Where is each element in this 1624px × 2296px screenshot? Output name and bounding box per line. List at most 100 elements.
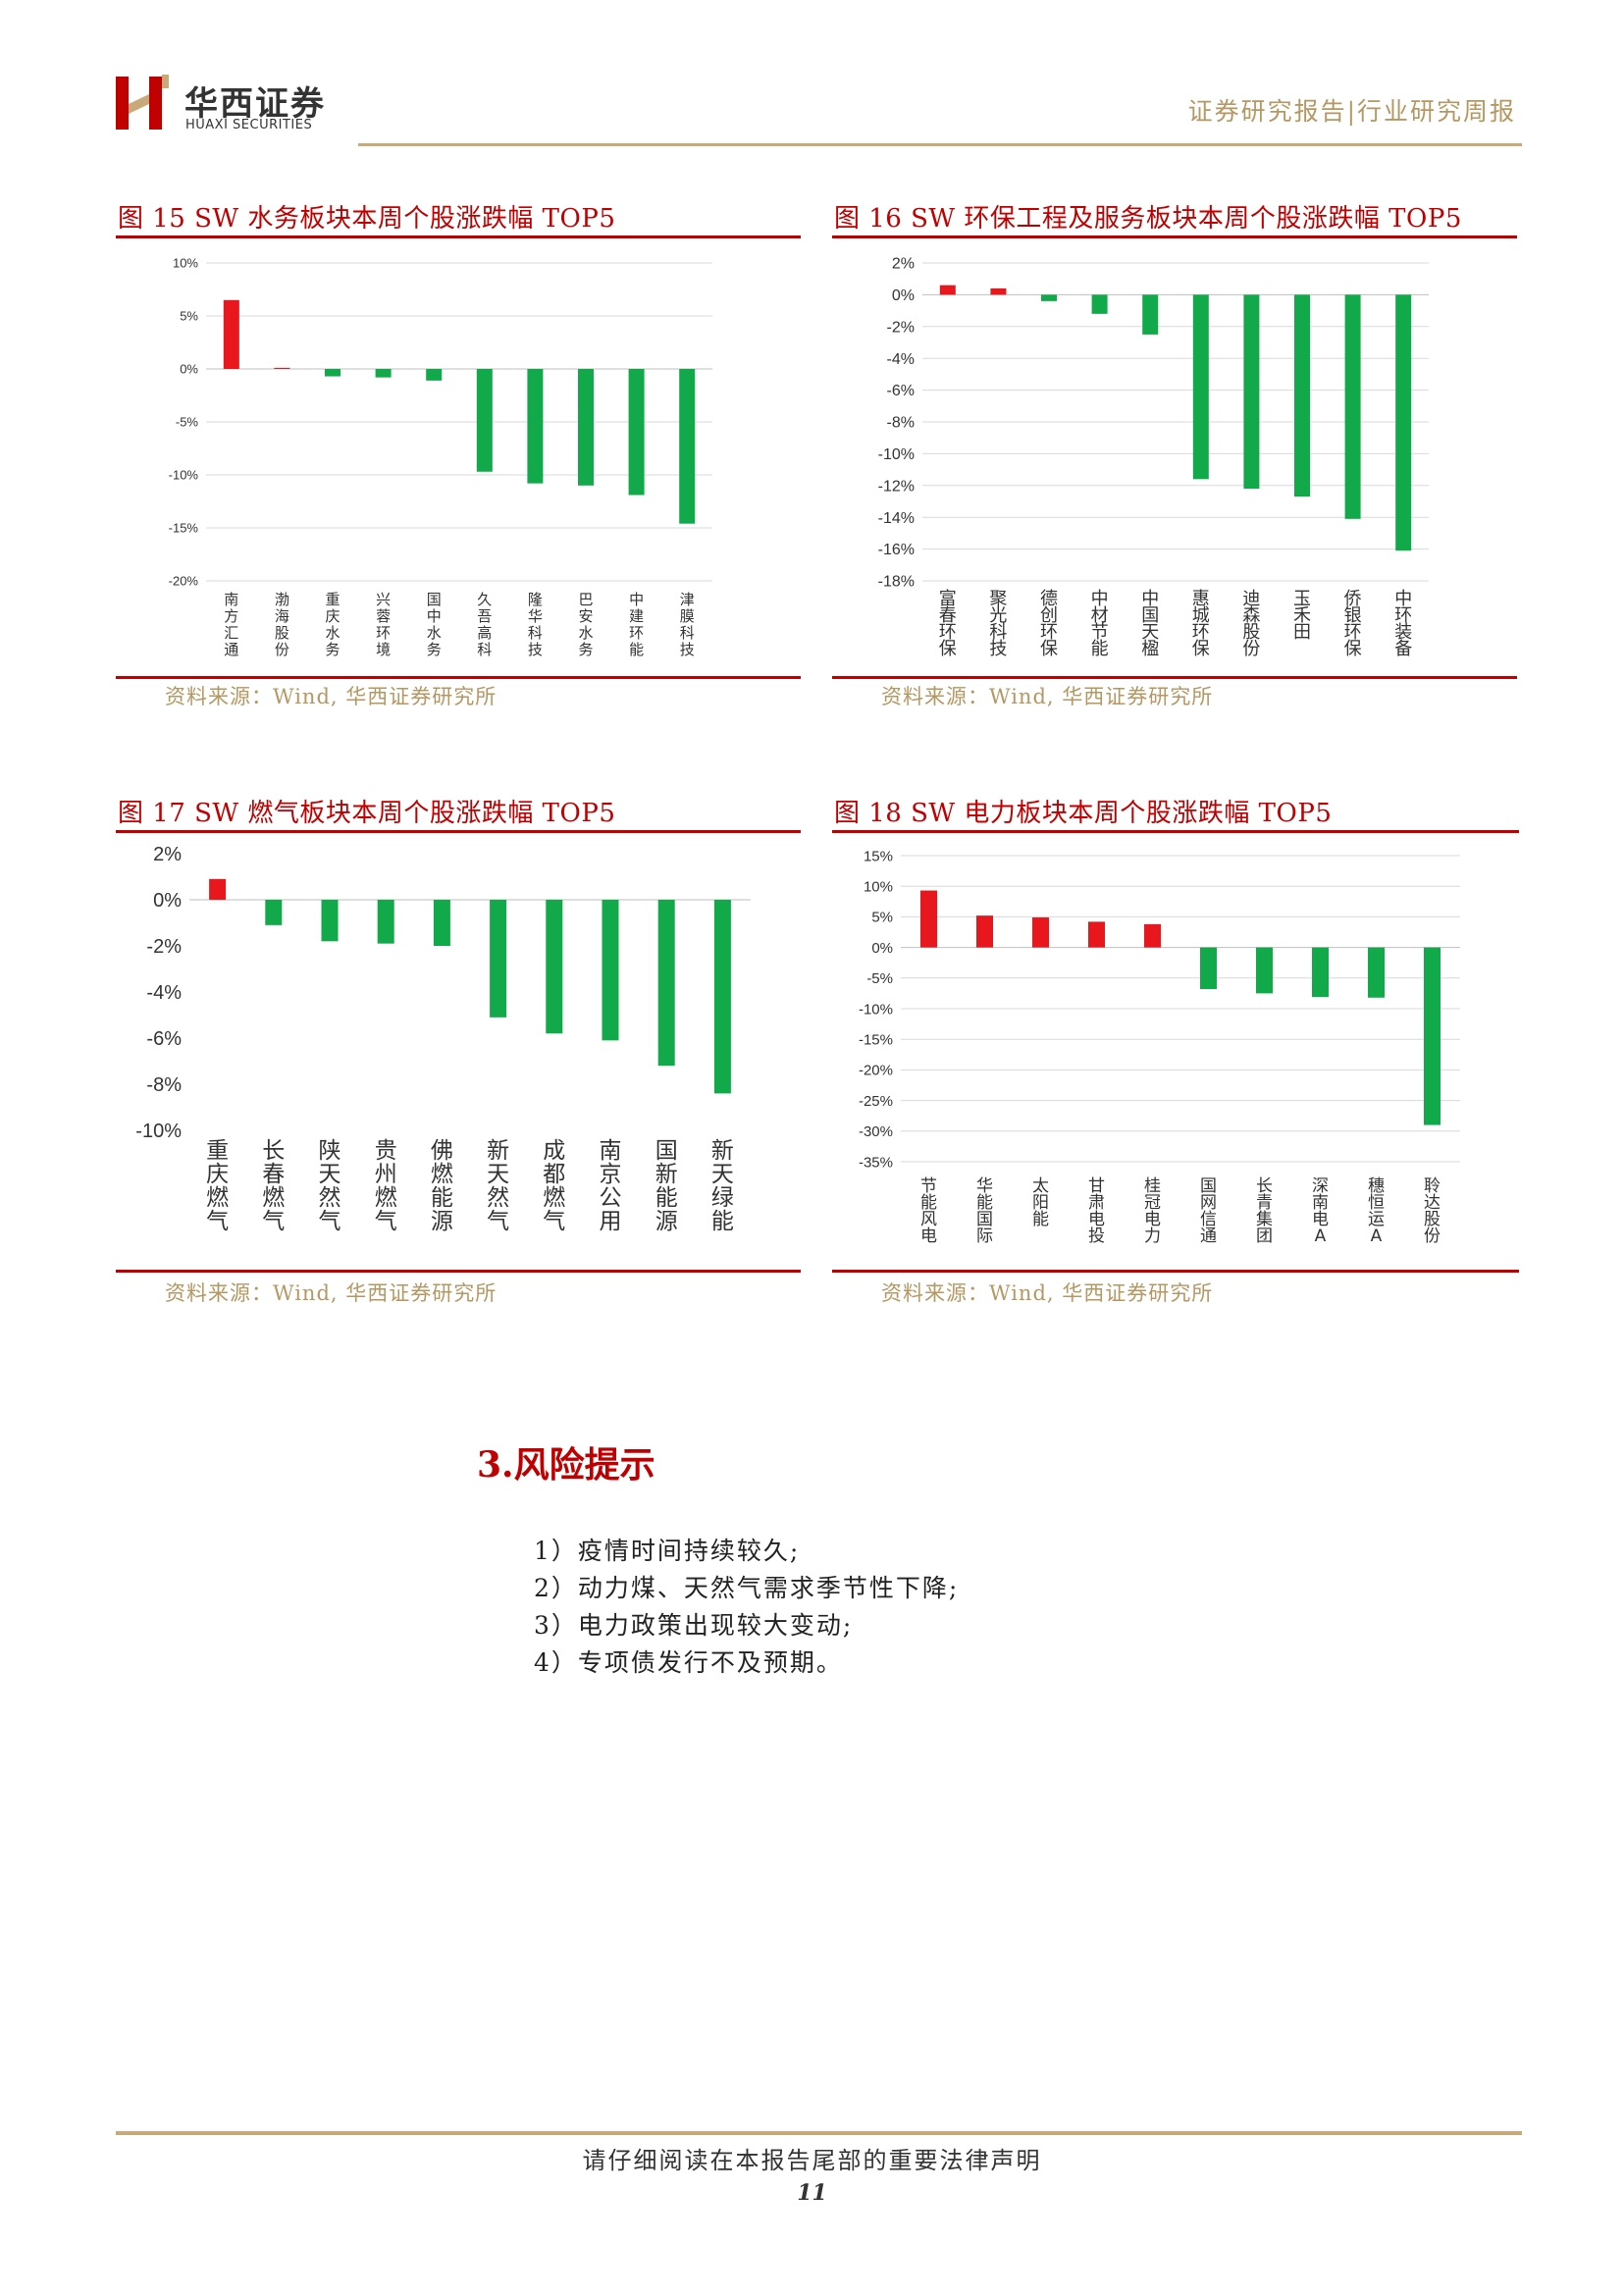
bar-国中水务 (426, 369, 443, 381)
category-label: 甘肃电投 (1088, 1176, 1105, 1246)
page-number: 11 (797, 2180, 827, 2206)
risk-item: 3）电力政策出现较大变动; (534, 1611, 854, 1640)
category-label: 南方汇通 (224, 591, 238, 658)
bar-深南电A (1312, 947, 1329, 998)
bar-太阳能 (1032, 917, 1049, 948)
figure-title: 图 17 SW 燃气板块本周个股涨跌幅 TOP5 (118, 799, 616, 828)
risk-section-title: 3.风险提示 (477, 1444, 655, 1486)
bar-惠城环保 (1192, 294, 1209, 480)
logo-chinese-name: 华西证券 (184, 84, 326, 124)
bar-chart-water: 10% 5% 0% -5% -10% -15% -20% 南方汇通 渤海股份 重庆水务 兴蓉环境 国中… (169, 256, 712, 658)
y-tick-label: -35% (859, 1154, 893, 1171)
bar-贵州燃气 (377, 900, 394, 944)
y-tick-label: 2% (153, 844, 182, 865)
category-label: 聚光科技 (989, 589, 1007, 659)
category-label: 中材节能 (1091, 589, 1109, 659)
bar-玉禾田 (1294, 294, 1310, 497)
y-tick-label: -10% (135, 1121, 182, 1142)
figure-title: 图 18 SW 电力板块本周个股涨跌幅 TOP5 (834, 799, 1333, 828)
report-type: 证券研究报告|行业研究周报 (1187, 97, 1516, 126)
bar-聆达股份 (1424, 947, 1441, 1125)
company-logo: 华西证券 HUAXI SECURITIES (116, 69, 341, 137)
y-tick-label: -2% (887, 319, 915, 336)
bar-巴安水务 (578, 369, 594, 486)
category-label: 巴安水务 (578, 591, 593, 658)
bar-侨银环保 (1344, 294, 1361, 519)
bar-聚光科技 (990, 287, 1007, 295)
category-label: 中建环能 (629, 591, 644, 658)
category-label: 新天绿能 (711, 1138, 734, 1234)
bar-迪森股份 (1243, 294, 1260, 490)
figure-bottom-rule (832, 1270, 1519, 1273)
figure-bottom-rule (832, 676, 1517, 679)
category-label: 久吾高科 (477, 591, 492, 658)
category-label: 陕天然气 (319, 1138, 341, 1234)
y-tick-label: -30% (859, 1123, 893, 1140)
bar-重庆燃气 (209, 878, 227, 900)
bar-中建环能 (628, 369, 645, 496)
y-tick-label: -5% (866, 970, 893, 987)
header-divider (358, 143, 1522, 146)
y-tick-label: 5% (871, 910, 893, 926)
figure-title-rule (832, 830, 1519, 833)
risk-item: 2）动力煤、天然气需求季节性下降; (534, 1574, 960, 1602)
bar-隆华科技 (527, 369, 544, 484)
figure-17: 图 17 SW 燃气板块本周个股涨跌幅 TOP5 2% 0% -2% -4% -6% -8… (116, 793, 801, 1323)
y-tick-label: -12% (878, 478, 915, 495)
y-tick-label: -4% (887, 351, 915, 368)
bar-南方汇通 (223, 299, 239, 369)
bar-津膜科技 (679, 369, 696, 524)
y-tick-label: -14% (878, 510, 915, 527)
category-label: 重庆燃气 (206, 1138, 229, 1234)
bar-长春燃气 (265, 900, 283, 925)
category-label: 穗恒运 A (1368, 1176, 1385, 1246)
bar-陕天然气 (321, 900, 339, 942)
y-tick-label: 15% (864, 848, 893, 864)
bar-国网信通 (1200, 947, 1217, 990)
huaxi-logo-icon (116, 75, 169, 130)
y-tick-label: -6% (887, 383, 915, 399)
category-label: 贵州燃气 (375, 1138, 397, 1234)
bar-新天然气 (490, 900, 507, 1018)
y-tick-label: 0% (153, 890, 182, 912)
category-label: 中国天楹 (1141, 589, 1159, 659)
y-tick-label: -2% (146, 936, 182, 958)
y-tick-label: -20% (169, 574, 199, 589)
bar-中环装备 (1395, 294, 1412, 551)
figure-title: 图 16 SW 环保工程及服务板块本周个股涨跌幅 TOP5 (834, 204, 1462, 234)
category-label: 桂冠电力 (1144, 1176, 1161, 1246)
y-tick-label: 0% (871, 940, 893, 957)
bar-中国天楹 (1142, 294, 1159, 335)
category-label: 玉禾田 (1293, 589, 1311, 643)
y-tick-label: -10% (859, 1001, 893, 1018)
bar-渤海股份 (274, 367, 290, 369)
category-label: 长春燃气 (262, 1138, 285, 1234)
y-tick-label: 5% (180, 309, 198, 324)
category-label: 长青集团 (1256, 1176, 1273, 1246)
figure-source: 资料来源：Wind, 华西证券研究所 (881, 685, 1214, 708)
risk-item: 1）疫情时间持续较久; (534, 1537, 801, 1565)
bar-兴蓉环境 (375, 369, 392, 378)
y-tick-label: 0% (892, 287, 915, 304)
y-tick-label: -8% (887, 415, 915, 432)
bar-穗恒运A (1368, 947, 1385, 998)
category-label: 津膜科技 (680, 591, 695, 658)
category-label: 国新能源 (655, 1138, 678, 1234)
y-tick-label: 0% (180, 362, 198, 377)
category-label: 兴蓉环境 (376, 591, 391, 658)
bar-长青集团 (1256, 947, 1273, 994)
figure-15: 图 15 SW 水务板块本周个股涨跌幅 TOP5 10% 5% 0% -5% -10% -… (116, 198, 801, 728)
y-tick-label: 10% (173, 256, 198, 271)
bar-重庆水务 (325, 369, 341, 377)
category-label: 佛燃能源 (431, 1138, 453, 1234)
category-label: 富春环保 (939, 589, 957, 659)
risk-list: 1）疫情时间持续较久; 2）动力煤、天然气需求季节性下降; 3）电力政策出现较大… (534, 1533, 959, 1682)
bar-南京公用 (602, 900, 619, 1041)
bar-富春环保 (939, 285, 956, 295)
figure-source: 资料来源：Wind, 华西证券研究所 (881, 1281, 1214, 1305)
category-label: 太阳能 (1032, 1176, 1049, 1229)
y-tick-label: -8% (146, 1074, 182, 1096)
figure-bottom-rule (116, 676, 801, 679)
figure-16: 图 16 SW 环保工程及服务板块本周个股涨跌幅 TOP5 2% 0% -2% -4%… (832, 198, 1517, 728)
category-label: 中环装备 (1394, 589, 1412, 659)
